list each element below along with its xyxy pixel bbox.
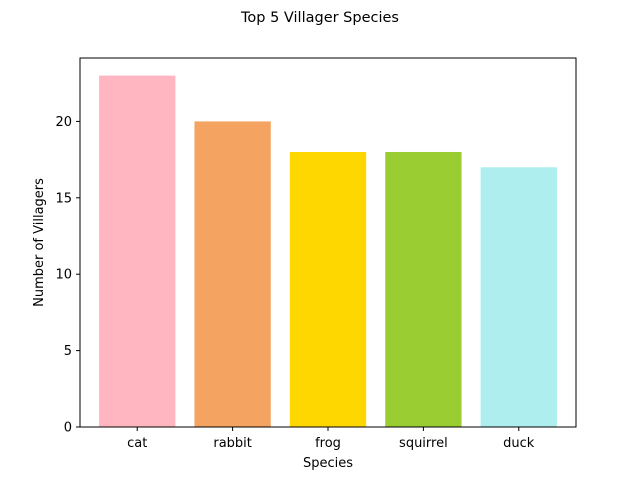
y-tick-label: 15 [55, 191, 72, 206]
bar-squirrel [385, 151, 462, 427]
x-tick-label: squirrel [399, 436, 448, 451]
x-tick-label: rabbit [213, 436, 252, 451]
y-tick-label: 10 [55, 268, 72, 283]
x-axis-label: Species [303, 456, 353, 471]
plot-frame [79, 57, 577, 428]
bar-duck [480, 167, 557, 427]
y-axis-ticks: 0 5 10 15 20 [55, 115, 80, 436]
x-axis-ticks: cat rabbit frog squirrel duck [127, 427, 535, 451]
x-tick-label: duck [503, 436, 535, 451]
y-tick-label: 20 [55, 115, 72, 130]
bar-rabbit [194, 121, 271, 427]
bar-frog [289, 151, 367, 427]
bar-cat [99, 75, 176, 427]
y-tick-label: 0 [64, 421, 72, 436]
chart-title: Top 5 Villager Species [240, 10, 399, 26]
bars-group [99, 75, 557, 427]
x-tick-label: frog [315, 436, 341, 451]
y-tick-label: 5 [64, 344, 72, 359]
x-tick-label: cat [127, 436, 147, 451]
y-axis-label: Number of Villagers [32, 178, 47, 307]
